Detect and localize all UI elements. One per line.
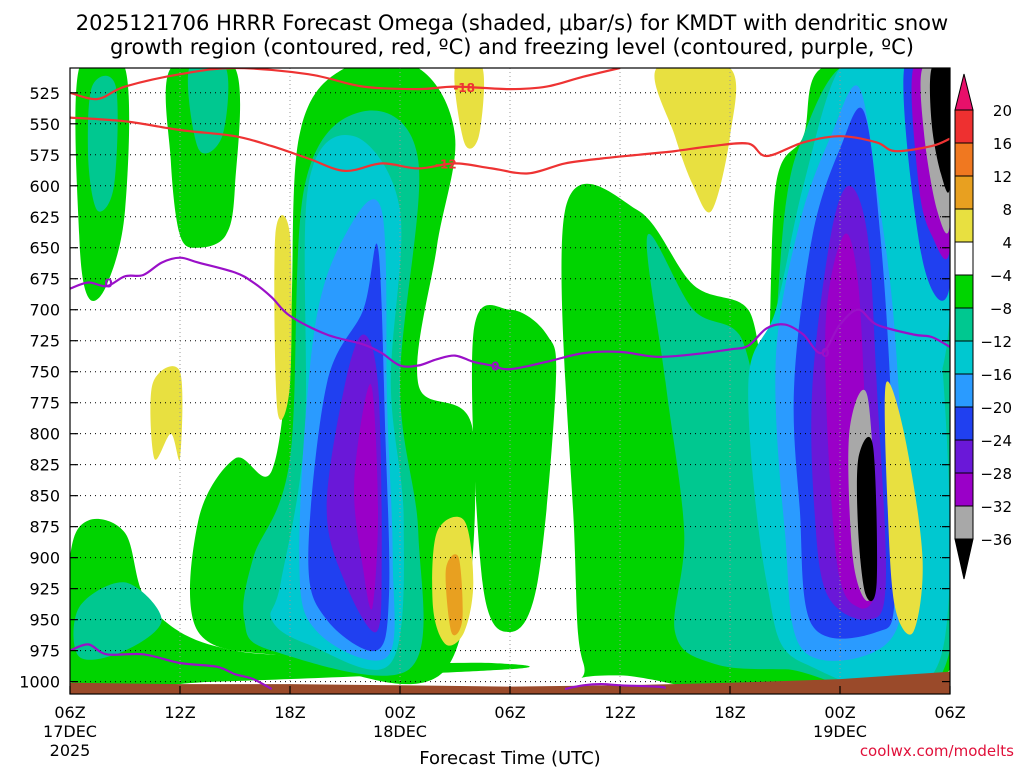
x-tick-label-1: 12Z — [164, 703, 195, 722]
x-tick-label-3: 00Z — [384, 703, 415, 722]
colorbar-label-1: 16 — [993, 135, 1012, 153]
colorbar-top-arrow — [954, 73, 974, 111]
x-axis-label: Forecast Time (UTC) — [419, 748, 600, 768]
y-tick-label-16: 925 — [29, 580, 60, 599]
grid — [70, 68, 950, 694]
omega-region-28 — [454, 68, 485, 149]
y-tick-label-8: 725 — [29, 332, 60, 351]
y-tick-label-4: 625 — [29, 208, 60, 227]
omega-region-1 — [87, 75, 118, 212]
contours: -18 -12 0 0 0 — [70, 68, 950, 691]
omega-region-33 — [274, 215, 292, 420]
omega-shading — [70, 68, 950, 694]
chart-title-line1: 2025121706 HRRR Forecast Omega (shaded, … — [76, 11, 948, 35]
colorbar-bin-3 — [954, 175, 974, 210]
y-tick-label-14: 875 — [29, 518, 60, 537]
y-tick-label-1: 550 — [29, 115, 60, 134]
colorbar-bin-9 — [954, 373, 974, 408]
y-tick-label-11: 800 — [29, 425, 60, 444]
x-tick-label-5: 12Z — [604, 703, 635, 722]
colorbar-bottom-arrow — [954, 538, 974, 580]
colorbar-label-0: 20 — [993, 102, 1012, 120]
y-tick-label-13: 850 — [29, 487, 60, 506]
colorbar-label-4: 4 — [1002, 234, 1012, 252]
colorbar-label-10: −24 — [980, 432, 1012, 450]
omega-region-34 — [884, 381, 923, 635]
colorbar-label-13: −36 — [980, 531, 1012, 549]
contour-label-0: 0 — [104, 277, 112, 291]
colorbar: 20 16 12 8 4 −4 −8 −12 −16 −20 −24 −28 −32 −36 — [954, 73, 1012, 580]
y-tick-label-3: 600 — [29, 177, 60, 196]
x-tick-label-2: 18Z — [274, 703, 305, 722]
contour-0-low — [70, 643, 273, 690]
omega-region-32 — [445, 554, 463, 636]
x-tick-label-0: 06Z — [54, 703, 85, 722]
y-tick-label-0: 525 — [29, 84, 60, 103]
colorbar-bin-8 — [954, 340, 974, 375]
colorbar-label-8: −16 — [980, 366, 1012, 384]
colorbar-bin-6 — [954, 274, 974, 309]
x-tick-label-8: 06Z — [934, 703, 965, 722]
x-tick-label-7: 00Z — [824, 703, 855, 722]
colorbar-bin-13 — [954, 505, 974, 540]
colorbar-bin-10 — [954, 406, 974, 441]
colorbar-bin-5 — [954, 241, 974, 276]
omega-region-12 — [354, 383, 379, 610]
omega-region-22 — [856, 436, 878, 602]
credit-link[interactable]: coolwx.com/modelts — [860, 742, 1014, 760]
y-tick-label-19: 1000 — [19, 673, 60, 692]
y-tick-label-2: 575 — [29, 146, 60, 165]
colorbar-label-9: −20 — [980, 399, 1012, 417]
y-tick-label-17: 950 — [29, 611, 60, 630]
x-tick-label-4: 06Z — [494, 703, 525, 722]
omega-region-5 — [73, 582, 162, 660]
colorbar-bin-7 — [954, 307, 974, 342]
x-tick-date-7: 19DEC — [813, 722, 867, 741]
contour-0-surface — [564, 682, 666, 691]
colorbar-label-2: 12 — [993, 168, 1012, 186]
contour--12 — [70, 116, 950, 175]
y-tick-label-7: 700 — [29, 301, 60, 320]
omega-region-29 — [654, 68, 737, 213]
y-tick-label-10: 775 — [29, 394, 60, 413]
contour--18 — [70, 68, 621, 101]
x-tick-date-0: 17DEC — [43, 722, 97, 741]
y-tick-label-5: 650 — [29, 239, 60, 258]
y-tick-label-9: 750 — [29, 363, 60, 382]
omega-region-4 — [70, 518, 530, 692]
contour-label--12: -12 — [435, 158, 457, 172]
colorbar-label-6: −8 — [990, 300, 1012, 318]
colorbar-bin-4 — [954, 208, 974, 243]
colorbar-label-7: −12 — [980, 333, 1012, 351]
y-tick-label-12: 825 — [29, 456, 60, 475]
x-tick-date-3: 18DEC — [373, 722, 427, 741]
contour-label-0-low: 0 — [491, 360, 499, 374]
y-axis: 525 550 575 600 625 650 675 700 725 750 775 800 825 8… — [19, 84, 950, 692]
chart-title-line2: growth region (contoured, red, ºC) and f… — [110, 35, 914, 59]
x-tick-year-0: 2025 — [50, 741, 91, 760]
colorbar-label-5: −4 — [990, 267, 1012, 285]
y-tick-label-15: 900 — [29, 549, 60, 568]
y-tick-label-18: 975 — [29, 642, 60, 661]
omega-region-27 — [929, 68, 950, 193]
x-tick-label-6: 18Z — [714, 703, 745, 722]
colorbar-label-3: 8 — [1002, 201, 1012, 219]
colorbar-bin-2 — [954, 142, 974, 177]
colorbar-bin-11 — [954, 439, 974, 474]
colorbar-bin-1 — [954, 109, 974, 144]
contour-0 — [70, 256, 950, 371]
contour-label-0-surface: 0 — [821, 346, 829, 360]
omega-region-13 — [471, 305, 557, 632]
omega-region-30 — [150, 366, 183, 461]
contour-label--18: -18 — [453, 81, 475, 95]
colorbar-label-12: −32 — [980, 498, 1012, 516]
colorbar-label-11: −28 — [980, 465, 1012, 483]
y-tick-label-6: 675 — [29, 270, 60, 289]
colorbar-bin-12 — [954, 472, 974, 507]
